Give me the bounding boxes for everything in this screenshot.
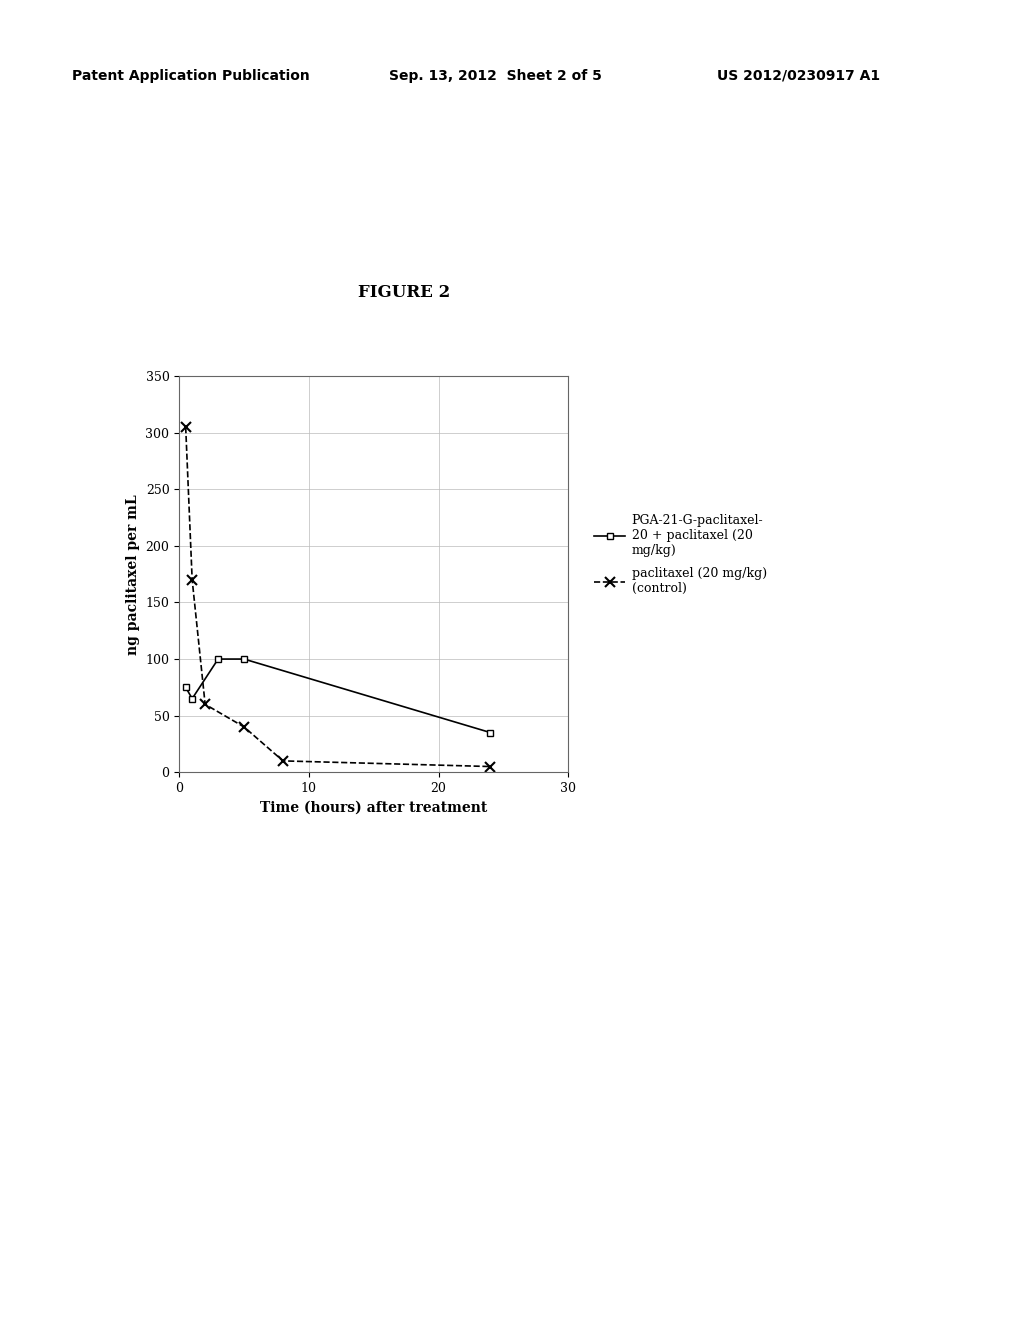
Text: FIGURE 2: FIGURE 2 [358,284,451,301]
Text: Patent Application Publication: Patent Application Publication [72,69,309,83]
Y-axis label: ng paclitaxel per mL: ng paclitaxel per mL [126,494,140,655]
Text: US 2012/0230917 A1: US 2012/0230917 A1 [717,69,880,83]
Legend: PGA-21-G-paclitaxel-
20 + paclitaxel (20
mg/kg), paclitaxel (20 mg/kg)
(control): PGA-21-G-paclitaxel- 20 + paclitaxel (20… [594,513,767,595]
X-axis label: Time (hours) after treatment: Time (hours) after treatment [260,800,487,814]
Text: Sep. 13, 2012  Sheet 2 of 5: Sep. 13, 2012 Sheet 2 of 5 [389,69,602,83]
